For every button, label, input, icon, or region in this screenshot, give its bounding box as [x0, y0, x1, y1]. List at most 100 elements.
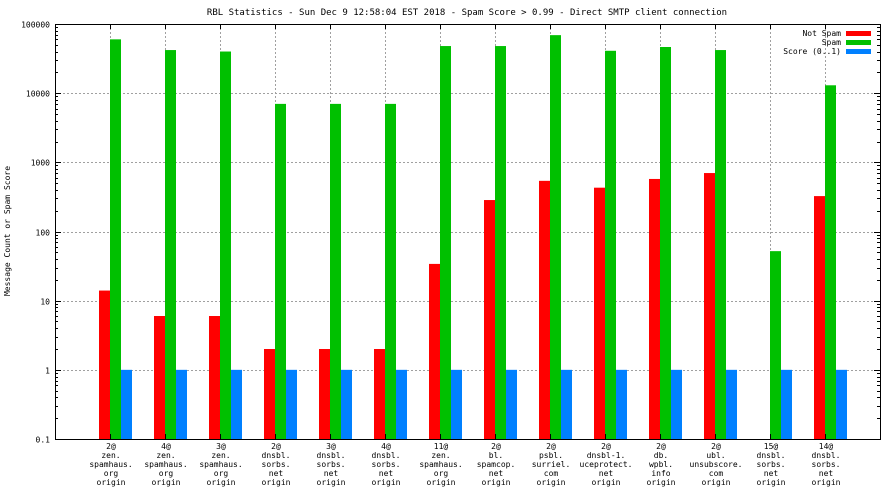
- x-tick-label-line: ubl.: [706, 451, 725, 460]
- x-tick-label-line: zen.: [101, 451, 120, 460]
- bar-spam: [715, 50, 726, 439]
- x-tick-label-line: net: [324, 469, 339, 478]
- x-tick-label-line: 15@: [764, 442, 779, 451]
- x-tick-label-line: org: [104, 469, 119, 478]
- x-tick-label-line: dnsbl.: [812, 451, 841, 460]
- bar-spam: [220, 51, 231, 440]
- x-tick-label-line: origin: [152, 478, 181, 487]
- bar-spam: [165, 50, 176, 439]
- x-tick-label-line: origin: [317, 478, 346, 487]
- x-tick-label-line: spamcop.: [477, 460, 516, 469]
- y-tick-label: 1: [45, 367, 50, 376]
- bar-score-0-1: [451, 369, 462, 439]
- bar-score-0-1: [396, 369, 407, 439]
- bar-not-spam: [374, 349, 385, 439]
- x-tick-label-line: zen.: [156, 451, 175, 460]
- legend-swatch: [846, 49, 871, 54]
- x-tick-label-line: dnsbl-1.: [587, 451, 626, 460]
- bar-not-spam: [484, 200, 495, 439]
- bar-spam: [385, 103, 396, 439]
- x-tick-label-line: spamhaus.: [199, 460, 242, 469]
- x-tick-label-line: zen.: [431, 451, 450, 460]
- x-tick-label-line: uceprotect.: [580, 460, 633, 469]
- y-tick-label: 10: [40, 298, 50, 307]
- bar-spam: [440, 46, 451, 439]
- bar-spam: [550, 35, 561, 439]
- bar-not-spam: [319, 349, 330, 439]
- bar-spam: [605, 50, 616, 440]
- bar-not-spam: [154, 316, 165, 439]
- x-tick-label-line: 2@: [601, 442, 611, 451]
- bar-score-0-1: [286, 369, 297, 439]
- y-tick-label: 100: [36, 229, 51, 238]
- x-tick-label-line: net: [599, 469, 614, 478]
- x-tick-label-line: 4@: [161, 442, 171, 451]
- y-tick-label: 0.1: [36, 436, 51, 445]
- bar-not-spam: [429, 263, 440, 439]
- x-tick-label-line: zen.: [211, 451, 230, 460]
- y-tick-labels: 0.1 1 10 100 1000 10000 100000: [21, 21, 50, 445]
- x-tick-label-line: origin: [537, 478, 566, 487]
- bar-score-0-1: [231, 369, 242, 439]
- chart-title: RBL Statistics - Sun Dec 9 12:58:04 EST …: [207, 8, 727, 18]
- x-tick-label-line: 14@: [819, 442, 834, 451]
- x-tick-label-line: origin: [592, 478, 621, 487]
- x-tick-label-line: dnsbl.: [372, 451, 401, 460]
- x-tick-label-line: 2@: [106, 442, 116, 451]
- x-tick-label-line: net: [764, 469, 779, 478]
- bar-not-spam: [594, 187, 605, 439]
- x-tick-label-line: net: [489, 469, 504, 478]
- legend-swatch: [846, 40, 871, 45]
- bar-score-0-1: [726, 369, 737, 439]
- x-tick-label-line: net: [269, 469, 284, 478]
- x-tick-label-line: sorbs.: [317, 460, 346, 469]
- x-tick-label-line: 3@: [216, 442, 226, 451]
- x-tick-label-line: spamhaus.: [89, 460, 132, 469]
- bar-score-0-1: [506, 369, 517, 439]
- bars: [99, 35, 847, 440]
- legend-label: Spam: [822, 38, 841, 47]
- x-tick-label-line: origin: [482, 478, 511, 487]
- x-tick-label-line: origin: [812, 478, 841, 487]
- bar-score-0-1: [671, 369, 682, 439]
- bar-spam: [275, 103, 286, 439]
- legend-swatch: [846, 31, 871, 36]
- x-tick-label-line: com: [709, 469, 724, 478]
- x-tick-labels: 2@zen.spamhaus.orgorigin4@zen.spamhaus.o…: [89, 442, 840, 487]
- x-tick-label-line: db.: [654, 451, 668, 460]
- x-tick-label-line: sorbs.: [262, 460, 291, 469]
- x-tick-label-line: 3@: [326, 442, 336, 451]
- y-tick-label: 1000: [31, 159, 50, 168]
- x-tick-label-line: org: [214, 469, 229, 478]
- x-tick-label-line: 2@: [546, 442, 556, 451]
- plot-frame: [55, 24, 881, 440]
- bar-score-0-1: [616, 369, 627, 439]
- bar-spam: [660, 47, 671, 440]
- axes: [55, 24, 881, 440]
- bar-score-0-1: [781, 369, 792, 439]
- bar-score-0-1: [341, 369, 352, 439]
- x-tick-label-line: surriel.: [532, 460, 571, 469]
- bar-not-spam: [264, 349, 275, 439]
- legend-label: Not Spam: [802, 29, 841, 38]
- x-tick-label-line: net: [379, 469, 394, 478]
- x-tick-label-line: sorbs.: [372, 460, 401, 469]
- x-tick-label-line: dnsbl.: [262, 451, 291, 460]
- x-tick-label-line: origin: [757, 478, 786, 487]
- x-tick-label-line: 2@: [491, 442, 501, 451]
- x-tick-label-line: origin: [647, 478, 676, 487]
- x-tick-label-line: origin: [97, 478, 126, 487]
- bar-spam: [110, 39, 121, 439]
- bar-not-spam: [814, 196, 825, 439]
- bar-score-0-1: [836, 369, 847, 439]
- x-tick-label-line: net: [819, 469, 834, 478]
- legend-label: Score (0..1): [783, 47, 841, 56]
- x-tick-label-line: sorbs.: [757, 460, 786, 469]
- y-axis-label: Message Count or Spam Score: [3, 166, 12, 296]
- x-tick-label-line: spamhaus.: [144, 460, 187, 469]
- x-tick-label-line: 2@: [656, 442, 666, 451]
- bar-score-0-1: [121, 369, 132, 439]
- x-tick-label-line: com: [544, 469, 559, 478]
